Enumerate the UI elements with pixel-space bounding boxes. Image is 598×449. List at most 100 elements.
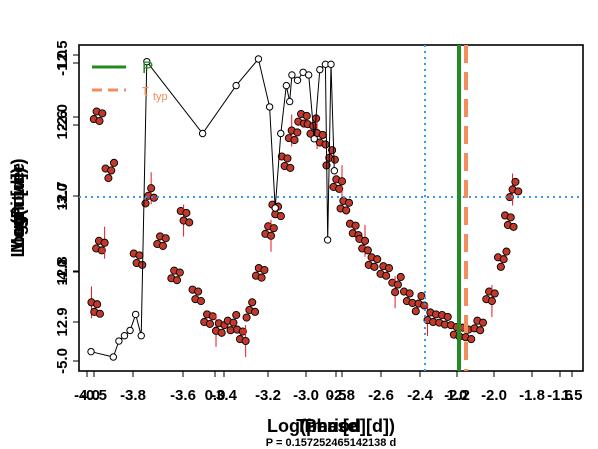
periodogram-point bbox=[282, 81, 291, 90]
light-curve-point bbox=[242, 313, 251, 322]
x-tick-label: -3.2 bbox=[255, 387, 281, 404]
light-curve-point bbox=[175, 268, 184, 277]
light-curve-point bbox=[95, 116, 104, 126]
light-curve-point bbox=[351, 221, 360, 230]
periodogram-point bbox=[330, 167, 339, 175]
light-curve-point bbox=[269, 224, 278, 233]
x-tick-label: -2.4 bbox=[407, 387, 434, 404]
x-axis-title-logperiod: Log(period [d]) bbox=[267, 416, 395, 436]
light-curve-point bbox=[499, 255, 508, 264]
light-curve-point bbox=[293, 128, 302, 137]
y-tick-label: -3.0 bbox=[54, 183, 71, 209]
light-curve-point bbox=[411, 307, 420, 316]
periodogram-point bbox=[265, 103, 274, 111]
legend-label-tau: τ bbox=[142, 81, 149, 100]
legend-label-p: P bbox=[142, 58, 153, 77]
light-curve-point bbox=[337, 177, 347, 186]
periodogram-point bbox=[254, 55, 263, 63]
light-curve-point bbox=[107, 166, 116, 175]
periodogram-point bbox=[137, 332, 145, 340]
periodogram-point bbox=[109, 353, 118, 361]
light-curve-point bbox=[360, 236, 370, 245]
periodogram-point bbox=[327, 60, 335, 69]
x-axis-title-phase: Phase bbox=[304, 416, 357, 436]
light-curve-point bbox=[405, 289, 414, 298]
light-curve-point bbox=[93, 300, 102, 309]
x-tick-label: 0.5 bbox=[326, 387, 347, 404]
y-tick-label: 12.6 bbox=[54, 110, 71, 139]
light-curve-point bbox=[417, 291, 426, 301]
light-curve-point bbox=[283, 154, 292, 163]
y-tick-label: -5.0 bbox=[54, 348, 71, 374]
light-curve-point bbox=[260, 265, 269, 275]
phased-light-curve bbox=[87, 107, 523, 358]
x-tick-label: 1.5 bbox=[562, 387, 583, 404]
light-curve-point bbox=[396, 272, 405, 282]
x-tick-label: -3.0 bbox=[293, 387, 319, 404]
light-curve-point bbox=[330, 155, 339, 164]
light-curve-point bbox=[318, 130, 327, 140]
periodogram-point bbox=[277, 129, 285, 138]
light-curve-point bbox=[290, 135, 299, 145]
light-curve-point bbox=[509, 222, 518, 231]
periodogram-point bbox=[293, 76, 302, 84]
light-curve-point bbox=[335, 184, 344, 193]
light-curve-point bbox=[502, 247, 511, 256]
light-curve-point bbox=[104, 174, 113, 183]
light-curve-point bbox=[302, 111, 311, 120]
light-curve-point bbox=[95, 309, 104, 318]
light-curve-point bbox=[344, 198, 354, 207]
x-axis-title-time: Time [d] bbox=[296, 416, 366, 436]
light-curve-point bbox=[196, 297, 206, 306]
light-curve-point bbox=[229, 318, 238, 327]
periodogram-point bbox=[304, 71, 313, 79]
light-curve-point bbox=[135, 251, 144, 260]
y-axis-ticks: -5.0 -4.0 -3.0 -2.0 -1.0 12.9 12.8 12.7 12.6 12.5 bbox=[54, 40, 79, 374]
x-tick-label: -2.2 bbox=[444, 387, 470, 404]
light-curve-point bbox=[217, 328, 226, 337]
periodogram-point bbox=[232, 81, 240, 90]
periodogram-point bbox=[316, 65, 324, 74]
light-curve-point bbox=[496, 262, 505, 271]
light-curve-point bbox=[226, 326, 235, 335]
periodogram-point bbox=[310, 135, 318, 143]
periodogram-point bbox=[198, 129, 207, 138]
periodogram-point bbox=[120, 332, 129, 340]
plot-frame bbox=[78, 44, 584, 372]
light-curve-point bbox=[384, 264, 394, 273]
light-curve-point bbox=[490, 289, 499, 298]
light-curve-point bbox=[238, 327, 247, 336]
light-curve-point bbox=[467, 335, 476, 344]
light-curve-point bbox=[373, 255, 382, 264]
light-curve-point bbox=[476, 326, 485, 335]
light-curve-point bbox=[420, 301, 429, 310]
x-tick-label: -3.4 bbox=[211, 387, 238, 404]
x-tick-label: -1.6 bbox=[547, 387, 573, 404]
light-curve-point bbox=[98, 109, 107, 118]
periodogram-point bbox=[271, 204, 279, 212]
x-tick-label: -3.6 bbox=[170, 387, 196, 404]
x-tick-label: -1.8 bbox=[519, 387, 545, 404]
x-tick-label: -3.8 bbox=[120, 387, 146, 404]
y-axis-title-logpower: Log(Power) bbox=[8, 159, 28, 258]
y-axis-title-magnitude: Magnitude bbox=[8, 163, 28, 253]
periodogram-point bbox=[131, 310, 140, 319]
light-curve-point bbox=[370, 262, 379, 271]
light-curve-point bbox=[443, 312, 452, 321]
periodogram-point bbox=[126, 326, 134, 335]
x-tick-label: -4.0 bbox=[74, 387, 100, 404]
light-curve-point bbox=[241, 336, 250, 346]
periodogram-point bbox=[115, 337, 123, 345]
light-curve-point bbox=[185, 218, 194, 227]
footer-period: P = 0.157252465142138 d bbox=[266, 437, 396, 449]
light-curve-point bbox=[257, 273, 266, 282]
x-tick-label: -0.5 bbox=[81, 387, 107, 404]
light-curve-point bbox=[172, 276, 182, 285]
y-tick-label: 12.9 bbox=[54, 307, 71, 336]
y-tick-label: -1.0 bbox=[54, 50, 71, 76]
light-curve-point bbox=[182, 208, 191, 217]
light-curve-point bbox=[208, 312, 217, 321]
light-curve-point bbox=[141, 199, 150, 208]
guide-lines bbox=[79, 45, 583, 371]
